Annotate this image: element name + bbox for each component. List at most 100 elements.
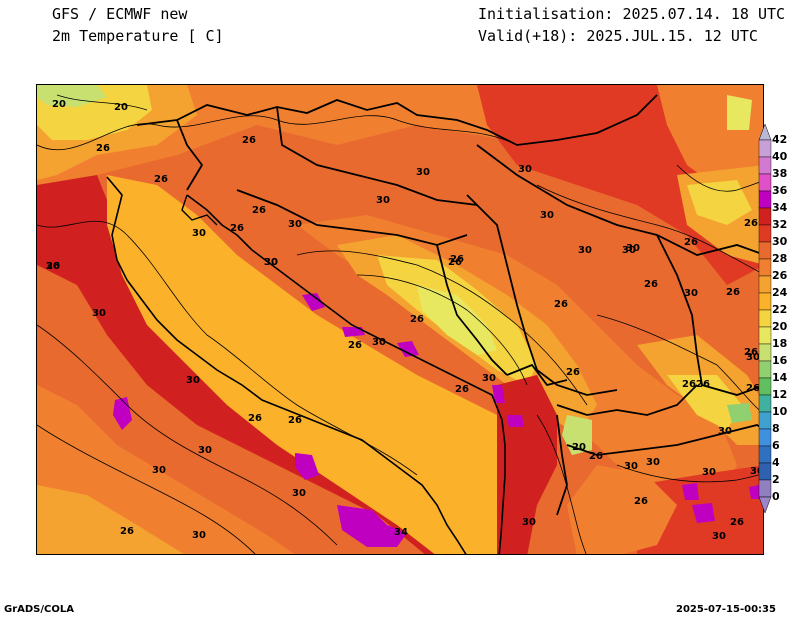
colorbar-cell (758, 360, 772, 379)
contour-label: 26 (154, 174, 168, 185)
border-serbia (466, 194, 618, 396)
contour-label: 30 (712, 531, 726, 542)
colorbar-label: 24 (772, 286, 788, 299)
contour-label: 26 (682, 379, 696, 390)
colorbar-label: 38 (772, 167, 788, 180)
contour-label: 26 (634, 496, 648, 507)
contour-label: 26 (450, 254, 464, 265)
colorbar-cell (758, 462, 772, 481)
contour-label: 30 (646, 457, 660, 468)
colorbar-label: 14 (772, 371, 788, 384)
contour-label: 26 (684, 237, 698, 248)
colorbar-cell (758, 190, 772, 209)
contour-label: 30 (522, 517, 536, 528)
colorbar-cell (758, 292, 772, 311)
colorbar-cell (758, 428, 772, 447)
colorbar-label: 32 (772, 218, 788, 231)
initialisation-time: Initialisation: 2025.07.14. 18 UTC (478, 5, 786, 23)
border-albania-greece (556, 414, 568, 516)
hotspot-montenegro (397, 341, 419, 357)
istria-coast (181, 194, 218, 226)
contour-label: 26 (252, 205, 266, 216)
map-title-block: GFS / ECMWF new 2m Temperature [ C] (52, 3, 224, 47)
colorbar-label: 40 (772, 150, 788, 163)
contour-label: 26 (410, 314, 424, 325)
colorbar-cell (758, 309, 772, 328)
colorbar-cell (758, 445, 772, 464)
hotspot-croatia-1 (302, 293, 325, 311)
contour-label: 30 (152, 465, 166, 476)
border-north-macedonia (556, 384, 698, 416)
colorbar-cell (758, 207, 772, 226)
colorbar-bottom-arrow (758, 496, 772, 514)
border-slovenia-croatia (176, 119, 204, 191)
colorbar-label: 2 (772, 473, 780, 486)
valid-time: Valid(+18): 2025.JUL.15. 12 UTC (478, 27, 758, 45)
colorbar-label: 36 (772, 184, 788, 197)
colorbar-label: 34 (772, 201, 788, 214)
contour-label: 30 (186, 375, 200, 386)
contour-label: 30 (372, 337, 386, 348)
colorbar-cell (758, 275, 772, 294)
colorbar-label: 30 (772, 235, 788, 248)
contour-label: 30 (192, 530, 206, 541)
contour-label: 30 (718, 426, 732, 437)
model-title: GFS / ECMWF new (52, 5, 188, 23)
border-croatia-hungary (276, 106, 478, 206)
contour-label: 30 (482, 373, 496, 384)
contour-label: 30 (46, 261, 60, 272)
hotspot-italy-2 (295, 453, 319, 480)
contour-label: 20 (572, 442, 586, 453)
contour-label: 30 (684, 288, 698, 299)
run-info-block: Initialisation: 2025.07.14. 18 UTC Valid… (478, 3, 785, 47)
colorbar-cell (758, 156, 772, 175)
contour-label: 26 (348, 340, 362, 351)
balkan-coastline (186, 194, 506, 554)
contour-label: 34 (394, 527, 408, 538)
contour-label: 30 (292, 488, 306, 499)
contour-label: 30 (92, 308, 106, 319)
contour-label: 26 (46, 261, 60, 272)
colorbar-cell (758, 377, 772, 396)
contour-label: 30 (416, 167, 430, 178)
contour-label: 26 (730, 517, 744, 528)
hotspot-albania-1 (492, 385, 505, 403)
contour-label: 20 (52, 99, 66, 110)
colorbar (758, 124, 772, 514)
border-romania (476, 144, 763, 256)
contour-label: 30 (624, 461, 638, 472)
colorbar-cell (758, 173, 772, 192)
contour-label: 20 (114, 102, 128, 113)
colorbar-label: 16 (772, 354, 788, 367)
hotspot-greece-1 (682, 483, 699, 500)
contour-label: 30 (540, 210, 554, 221)
contour-label: 26 (288, 415, 302, 426)
border-montenegro (436, 244, 508, 376)
colorbar-label: 8 (772, 422, 780, 435)
adriatic-sea (107, 175, 507, 554)
contour-label: 26 (455, 384, 469, 395)
contour-labels: 20 20262626302626303030303026303026302626… (46, 99, 764, 542)
colorbar-label: 20 (772, 320, 788, 333)
temp-area-balkan-cooler (417, 285, 497, 355)
software-credit: GrADS/COLA (4, 604, 74, 615)
contour-label: 30 (376, 195, 390, 206)
temp-area-east-cool (667, 375, 742, 430)
contour-label: 30 (288, 219, 302, 230)
colorbar-label: 6 (772, 439, 780, 452)
temperature-map: 20 20 26 26 26 30 26 26 30 30 30 30 30 26 30 30 26 30 26 26… (36, 84, 764, 555)
colorbar-cell (758, 224, 772, 243)
contour-label: 26 (242, 135, 256, 146)
temp-area-se-green (727, 403, 752, 423)
isotherm-contours (37, 94, 763, 554)
border-greece (566, 424, 763, 456)
colorbar-cell (758, 343, 772, 362)
contour-label: 30 (518, 164, 532, 175)
contour-label: 26 (248, 413, 262, 424)
contour-label: 30 (622, 245, 636, 256)
temp-area-ne-spot (727, 95, 752, 130)
border-north (136, 94, 658, 146)
contour-label: 30 (750, 466, 764, 477)
contour-label: 26 (448, 257, 462, 268)
colorbar-cell (758, 258, 772, 277)
